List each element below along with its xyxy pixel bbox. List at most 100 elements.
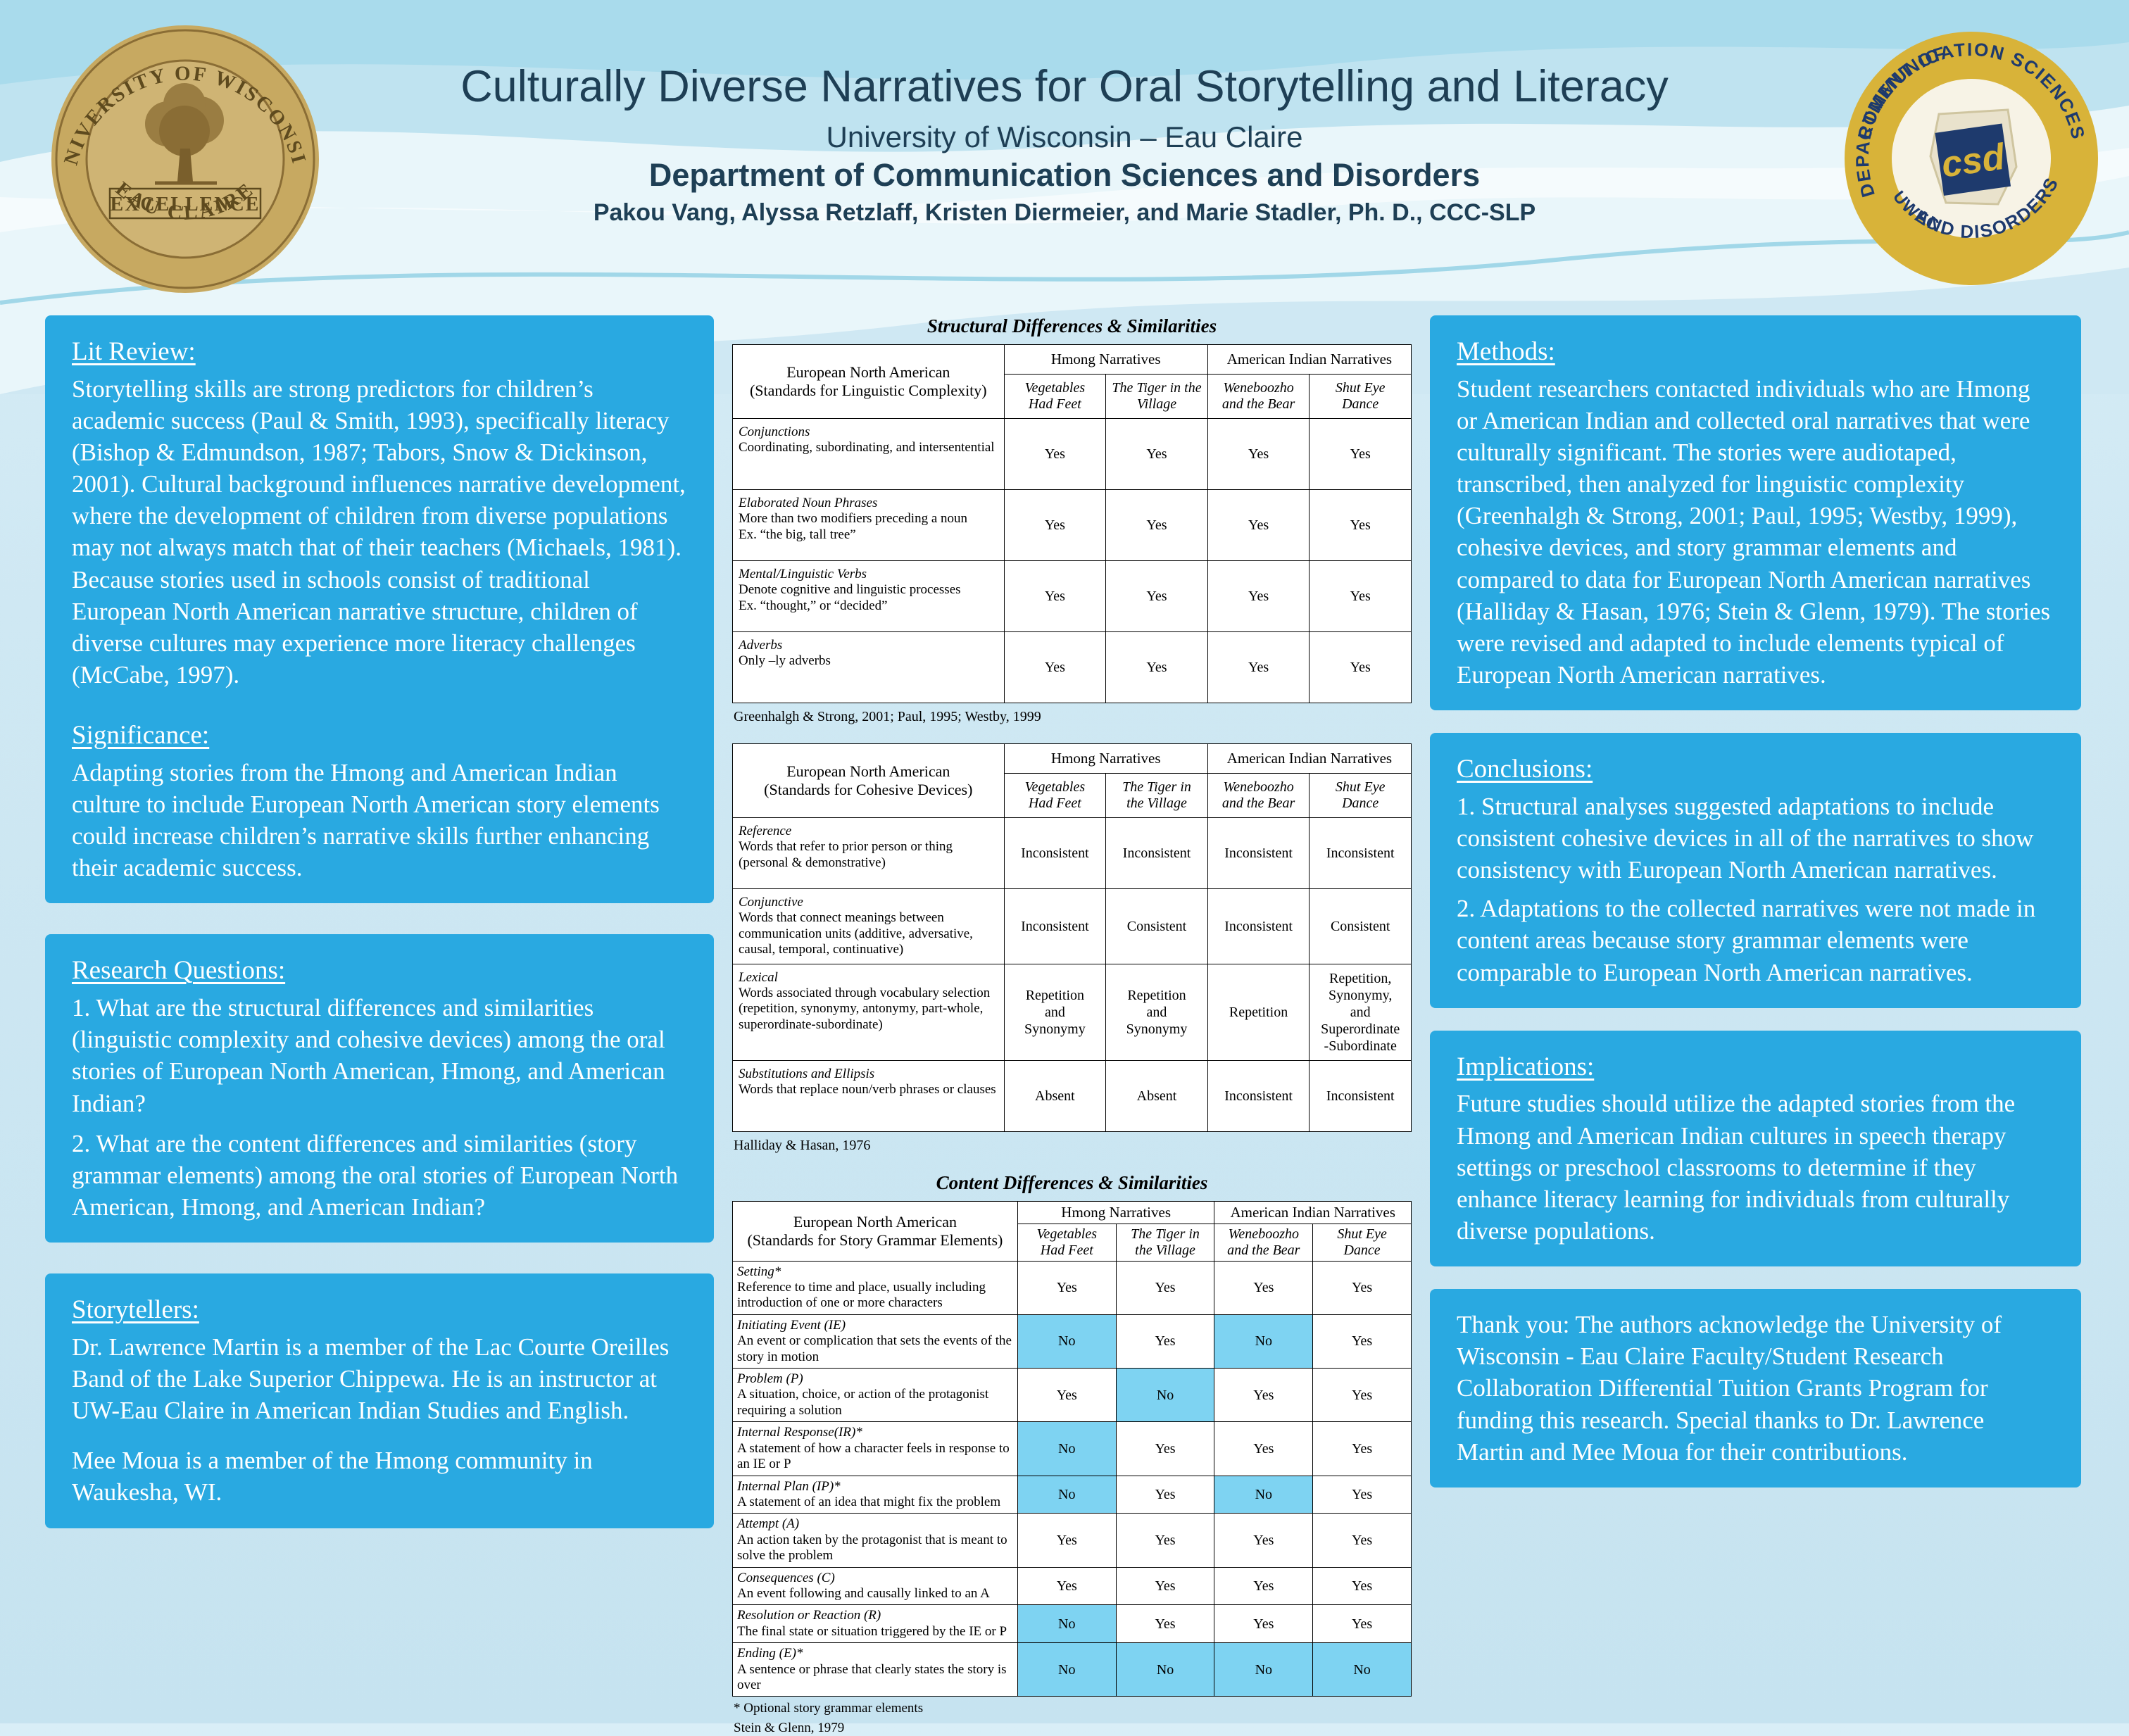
value-cell: Inconsistent	[1309, 1059, 1412, 1132]
value-cell: Yes	[1115, 1566, 1215, 1606]
lit-review-box: Lit Review: Storytelling skills are stro…	[45, 315, 714, 904]
cohesive-devices-table: European North American (Standards for Co…	[732, 743, 1412, 1132]
lit-review-body: Storytelling skills are strong predictor…	[72, 375, 686, 688]
value-cell: Yes	[1214, 1421, 1314, 1476]
element-cell: Substitutions and Ellipsis Words that rep…	[732, 1059, 1005, 1132]
value-cell: Yes	[1105, 489, 1208, 561]
right-column: Methods: Student researchers contacted i…	[1430, 315, 2081, 1736]
title-block: Culturally Diverse Narratives for Oral S…	[366, 62, 1763, 227]
story-header: Vegetables Had Feet	[1003, 773, 1107, 818]
table-row: Internal Plan (IP)* A statement of an ide…	[732, 1475, 1412, 1514]
table-row: Attempt (A) An action taken by the protag…	[732, 1513, 1412, 1568]
element-cell: Conjunctive Words that connect meanings b…	[732, 888, 1005, 964]
table-row: Internal Response(IR)* A statement of how…	[732, 1421, 1412, 1476]
poster-header: EXCELLENCE UNIVERSITY OF WISCONSIN EAU C…	[0, 0, 2129, 313]
implications-body: Future studies should utilize the adapte…	[1457, 1090, 2016, 1245]
methods-body: Student researchers contacted individual…	[1457, 375, 2051, 688]
value-cell: Consistent	[1309, 888, 1412, 964]
story-header: Vegetables Had Feet	[1017, 1223, 1117, 1262]
authors-line: Pakou Vang, Alyssa Retzlaff, Kristen Die…	[593, 199, 1536, 226]
value-cell: Yes	[1309, 560, 1412, 632]
story-header: The Tiger in the Village	[1105, 374, 1208, 419]
table-row: Consequences (C) An event following and c…	[732, 1566, 1412, 1606]
narrative-group-header: Hmong Narratives	[1017, 1200, 1215, 1224]
value-cell: Yes	[1017, 1260, 1117, 1315]
value-cell: Yes	[1214, 1566, 1314, 1606]
element-cell: Consequences (C) An event following and c…	[732, 1566, 1018, 1606]
conclusion-2: 2. Adaptations to the collected narrativ…	[1457, 895, 2036, 986]
table-row: Reference Words that refer to prior perso…	[732, 817, 1412, 889]
value-cell: Yes	[1105, 418, 1208, 490]
value-cell: Yes	[1214, 1260, 1314, 1315]
logo-csd-square: csd	[1935, 123, 2011, 196]
research-question-1: 1. What are the structural differences a…	[72, 994, 665, 1117]
story-header: Vegetables Had Feet	[1003, 374, 1107, 419]
element-cell: Initiating Event (IE) An event or complic…	[732, 1314, 1018, 1369]
story-header: The Tiger in the Village	[1115, 1223, 1215, 1262]
value-cell: No	[1115, 1642, 1215, 1697]
data-table: European North American (Standards for St…	[732, 1200, 1412, 1697]
value-cell: Yes	[1214, 1368, 1314, 1423]
lit-review-heading: Lit Review:	[72, 337, 196, 366]
value-cell: No	[1214, 1314, 1314, 1369]
value-cell: Yes	[1312, 1475, 1412, 1514]
storyteller-moua: Mee Moua is a member of the Hmong commun…	[72, 1447, 593, 1507]
value-cell: Yes	[1017, 1513, 1117, 1568]
story-header: Weneboozho and the Bear	[1207, 773, 1310, 818]
value-cell: Yes	[1115, 1260, 1215, 1315]
logo-csd-text: csd	[1939, 137, 2008, 186]
conclusions-box: Conclusions: 1. Structural analyses sugg…	[1430, 733, 2081, 1008]
value-cell: No	[1214, 1642, 1314, 1697]
table-standards-header: European North American (Standards for St…	[732, 1200, 1018, 1262]
department-name: Department of Communication Sciences and…	[648, 156, 1481, 193]
narrative-group-header: Hmong Narratives	[1003, 743, 1208, 774]
value-cell: Inconsistent	[1003, 817, 1107, 889]
value-cell: Inconsistent	[1003, 888, 1107, 964]
table-standards-header: European North American (Standards for Co…	[732, 743, 1005, 818]
value-cell: Yes	[1207, 560, 1310, 632]
value-cell: Consistent	[1105, 888, 1208, 964]
value-cell: Yes	[1017, 1368, 1117, 1423]
research-questions-heading: Research Questions:	[72, 956, 286, 986]
element-cell: Mental/Linguistic Verbs Denote cognitive …	[732, 560, 1005, 632]
conclusion-1: 1. Structural analyses suggested adaptat…	[1457, 792, 2034, 884]
value-cell: Absent	[1003, 1059, 1107, 1132]
data-table: European North American (Standards for Co…	[732, 743, 1412, 1132]
value-cell: Yes	[1003, 489, 1107, 561]
value-cell: Yes	[1309, 418, 1412, 490]
poster-title: Culturally Diverse Narratives for Oral S…	[460, 62, 1669, 111]
value-cell: Yes	[1312, 1314, 1412, 1369]
element-cell: Resolution or Reaction (R) The final stat…	[732, 1604, 1018, 1644]
value-cell: Yes	[1115, 1421, 1215, 1476]
lit-review-section: Lit Review: Storytelling skills are stro…	[72, 335, 687, 691]
left-column: Lit Review: Storytelling skills are stro…	[45, 315, 714, 1736]
element-cell: Adverbs Only –ly adverbs	[732, 631, 1005, 703]
significance-section: Significance: Adapting stories from the …	[72, 719, 687, 883]
narrative-group-header: American Indian Narratives	[1207, 743, 1412, 774]
structural-table-title: Structural Differences & Similarities	[927, 315, 1217, 336]
value-cell: Yes	[1312, 1513, 1412, 1568]
value-cell: Inconsistent	[1207, 888, 1310, 964]
value-cell: Yes	[1312, 1421, 1412, 1476]
value-cell: Repetition, Synonymy, and Superordinate -Sub…	[1309, 963, 1412, 1061]
cohesive-table-source: Halliday & Hasan, 1976	[734, 1137, 871, 1153]
value-cell: Yes	[1115, 1604, 1215, 1644]
story-header: The Tiger in the Village	[1105, 773, 1208, 818]
poster-content: Lit Review: Storytelling skills are stro…	[45, 315, 2084, 1736]
element-cell: Attempt (A) An action taken by the protag…	[732, 1513, 1018, 1568]
department-logo: csd COMMUNICATION SCIENCES DEPARTMENT OF…	[1840, 23, 2098, 285]
significance-body: Adapting stories from the Hmong and Amer…	[72, 758, 660, 882]
methods-heading: Methods:	[1457, 337, 1555, 366]
element-cell: Problem (P) A situation, choice, or actio…	[732, 1368, 1018, 1423]
research-questions-box: Research Questions: 1. What are the stru…	[45, 934, 714, 1243]
value-cell: No	[1214, 1475, 1314, 1514]
acknowledgements-box: Thank you: The authors acknowledge the U…	[1430, 1289, 2081, 1487]
table-row: Conjunctions Coordinating, subordinating,…	[732, 418, 1412, 490]
conclusions-heading: Conclusions:	[1457, 755, 1593, 784]
value-cell: Yes	[1105, 560, 1208, 632]
value-cell: Yes	[1003, 560, 1107, 632]
seal-banner-text: EXCELLENCE	[111, 194, 260, 215]
value-cell: Yes	[1214, 1513, 1314, 1568]
value-cell: Yes	[1312, 1566, 1412, 1606]
